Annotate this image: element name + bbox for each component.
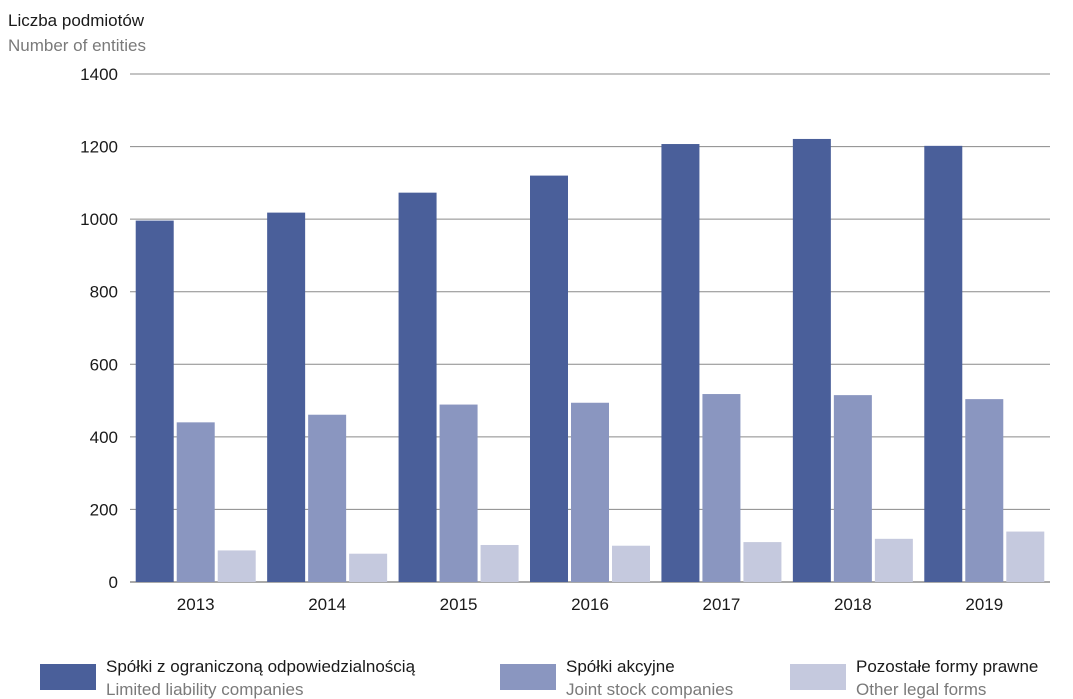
x-tick-label: 2015 [440,595,478,614]
x-axis-ticks: 2013 2014 2015 2016 2017 2018 2019 [177,595,1003,614]
bar [530,175,568,582]
x-tick-label: 2019 [965,595,1003,614]
y-tick-label: 1000 [80,210,118,229]
bars [135,138,1045,583]
bar [924,145,963,583]
legend-label: Spółki akcyjne [566,657,675,676]
bar [612,545,650,582]
y-tick-label: 400 [90,428,118,447]
y-tick-label: 1400 [80,65,118,84]
bar [833,395,872,582]
bar [349,553,388,582]
legend-label-en: Other legal forms [856,680,986,699]
legend-label-en: Joint stock companies [566,680,733,699]
legend-label-en: Limited liability companies [106,680,303,699]
bar [743,542,782,582]
bar [267,212,306,582]
bar [135,220,174,582]
y-tick-label: 600 [90,355,118,374]
y-tick-label: 200 [90,500,118,519]
y-axis-subtitle: Number of entities [8,36,146,55]
x-tick-label: 2014 [308,595,346,614]
legend: Spółki z ograniczoną odpowiedzialnością L… [40,657,1038,699]
bar [792,138,831,583]
y-axis-title: Liczba podmiotów [8,11,145,30]
legend-label: Spółki z ograniczoną odpowiedzialnością [106,657,416,676]
x-tick-label: 2017 [703,595,741,614]
y-tick-label: 1200 [80,138,118,157]
y-axis-ticks: 0 200 400 600 800 1000 1200 1400 [80,65,118,592]
legend-swatch [790,664,846,690]
y-tick-label: 0 [109,573,118,592]
bar [480,544,519,582]
bar [874,538,913,582]
bar [661,144,700,582]
bar [176,422,215,582]
bar [398,192,437,582]
bar [965,399,1004,582]
legend-label: Pozostałe formy prawne [856,657,1038,676]
x-tick-label: 2013 [177,595,215,614]
bar [217,550,256,582]
x-tick-label: 2016 [571,595,609,614]
legend-swatch [40,664,96,690]
x-tick-label: 2018 [834,595,872,614]
bar [1006,531,1045,582]
bar [702,394,741,582]
bar [439,404,478,582]
y-tick-label: 800 [90,283,118,302]
bar [308,414,347,582]
bar [571,402,609,582]
legend-swatch [500,664,556,690]
